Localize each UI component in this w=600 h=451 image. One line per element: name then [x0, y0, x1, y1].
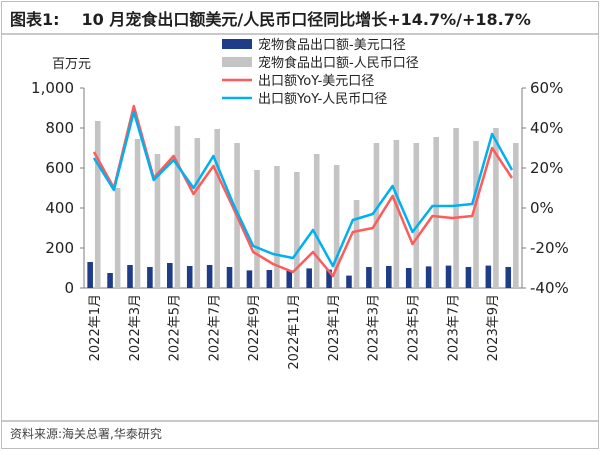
y-left-tick-label: 200	[45, 239, 74, 257]
bar-rmb	[174, 126, 181, 288]
bar-rmb	[114, 188, 121, 288]
bar-rmb	[214, 129, 220, 288]
legend-swatch	[222, 57, 252, 67]
bar-usd	[366, 267, 372, 288]
y-left-tick-label: 800	[45, 119, 74, 137]
bar-usd	[186, 266, 193, 288]
x-tick-label: 2023年5月	[407, 294, 422, 361]
x-tick-label: 2023年3月	[367, 294, 382, 361]
bar-rmb	[333, 165, 340, 288]
bar-usd	[266, 270, 273, 288]
bar-usd	[445, 265, 452, 288]
bar-rmb	[353, 200, 360, 288]
x-tick-label: 2022年7月	[207, 294, 222, 361]
y-right-tick-label: 0%	[530, 199, 554, 217]
bar-rmb	[154, 154, 161, 288]
bar-rmb	[413, 143, 420, 288]
y-left-tick-label: 0	[64, 279, 74, 297]
line-yoy-rmb	[92, 110, 514, 268]
bar-rmb	[453, 128, 459, 288]
bar-usd	[326, 269, 332, 288]
bar-usd	[425, 266, 432, 288]
chart-area: 百万元 0 200 400 600 800 1,000 -40% -20% 0% 20% 40% 60%…	[2, 36, 600, 416]
bar-usd	[405, 268, 412, 288]
figure-label: 图表1:	[10, 9, 60, 29]
figure-title: 10 月宠食出口额美元/人民币口径同比增长+14.7%/+18.7%	[81, 9, 531, 29]
bar-usd	[306, 268, 312, 288]
bar-usd	[127, 265, 133, 288]
x-tick-label: 2023年1月	[327, 294, 342, 361]
x-tick-label: 2022年5月	[168, 294, 183, 361]
bar-rmb	[493, 128, 499, 288]
x-tick-label: 2022年11月	[287, 294, 302, 370]
bar-rmb	[513, 143, 519, 288]
line-yoy-usd	[92, 104, 514, 278]
x-tick-label: 2022年3月	[128, 294, 143, 361]
bar-usd	[465, 267, 472, 288]
source-note: 资料来源:海关总署,华泰研究	[10, 427, 162, 441]
figure-title-bar: 图表1: 10 月宠食出口额美元/人民币口径同比增长+14.7%/+18.7%	[2, 2, 598, 35]
x-tick-label: 2023年9月	[486, 294, 501, 361]
bar-rmb	[473, 141, 479, 288]
y-left-unit: 百万元	[52, 57, 91, 72]
legend-label: 出口额YoY-人民币口径	[258, 92, 387, 107]
combo-chart: 百万元 0 200 400 600 800 1,000 -40% -20% 0% 20% 40% 60%…	[31, 37, 569, 370]
bar-usd	[226, 267, 233, 288]
x-tick-label: 2023年7月	[446, 294, 461, 361]
bottom-rule	[2, 420, 598, 422]
bar-rmb	[94, 121, 101, 288]
bar-rmb	[373, 143, 380, 288]
bar-rmb	[134, 139, 141, 288]
legend-label: 宠物食品出口额-美元口径	[258, 37, 406, 53]
bar-usd	[346, 275, 352, 288]
bar-rmb	[313, 154, 320, 288]
bar-usd	[485, 265, 492, 288]
y-left-tick-label: 400	[45, 199, 74, 217]
y-right-tick-label: -40%	[530, 279, 569, 297]
legend-label: 出口额YoY-美元口径	[258, 74, 374, 89]
bar-usd	[206, 265, 213, 288]
bar-rmb	[294, 172, 300, 288]
y-right-tick-label: 20%	[530, 159, 563, 177]
bar-rmb	[254, 170, 260, 288]
bar-usd	[505, 267, 512, 288]
bar-usd	[87, 262, 93, 288]
x-tick-label: 2022年9月	[247, 294, 262, 361]
bar-rmb	[194, 138, 201, 288]
legend-label: 宠物食品出口额-人民币口径	[258, 55, 419, 71]
bar-usd	[147, 267, 153, 288]
bar-rmb	[274, 166, 280, 288]
legend-swatch	[222, 39, 252, 49]
bar-usd	[246, 270, 253, 288]
bar-rmb	[393, 140, 400, 288]
bar-usd	[386, 266, 392, 288]
y-left-tick-label: 1,000	[31, 79, 74, 97]
x-tick-label: 2022年1月	[88, 294, 103, 361]
bar-usd	[107, 273, 113, 288]
y-right-tick-label: -20%	[530, 239, 569, 257]
bar-usd	[286, 270, 293, 288]
y-right-tick-label: 60%	[530, 79, 563, 97]
y-right-tick-label: 40%	[530, 119, 563, 137]
bar-rmb	[433, 137, 439, 288]
bar-usd	[167, 263, 173, 288]
y-left-tick-label: 600	[45, 159, 74, 177]
